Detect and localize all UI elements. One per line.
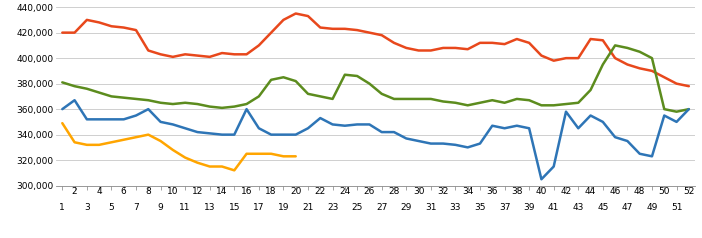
Text: 7: 7 — [133, 203, 139, 213]
Text: 28: 28 — [388, 188, 399, 196]
Text: 50: 50 — [658, 188, 670, 196]
Text: 34: 34 — [462, 188, 473, 196]
Text: 31: 31 — [425, 203, 437, 213]
Text: 21: 21 — [303, 203, 314, 213]
Text: 37: 37 — [499, 203, 510, 213]
Text: 38: 38 — [511, 188, 522, 196]
Text: 10: 10 — [167, 188, 178, 196]
Text: 47: 47 — [622, 203, 633, 213]
Text: 17: 17 — [253, 203, 265, 213]
Text: 8: 8 — [145, 188, 151, 196]
Text: 4: 4 — [96, 188, 102, 196]
Text: 44: 44 — [585, 188, 596, 196]
Text: 23: 23 — [327, 203, 338, 213]
Text: 36: 36 — [486, 188, 498, 196]
Text: 33: 33 — [450, 203, 461, 213]
Text: 9: 9 — [158, 203, 164, 213]
Text: 49: 49 — [647, 203, 658, 213]
Text: 46: 46 — [609, 188, 621, 196]
Text: 6: 6 — [121, 188, 126, 196]
Text: 15: 15 — [229, 203, 240, 213]
Text: 51: 51 — [671, 203, 682, 213]
Text: 18: 18 — [265, 188, 277, 196]
Text: 12: 12 — [192, 188, 203, 196]
Text: 3: 3 — [84, 203, 90, 213]
Text: 11: 11 — [180, 203, 191, 213]
Text: 22: 22 — [314, 188, 326, 196]
Text: 45: 45 — [597, 203, 609, 213]
Text: 19: 19 — [278, 203, 289, 213]
Text: 26: 26 — [364, 188, 375, 196]
Text: 16: 16 — [241, 188, 252, 196]
Text: 40: 40 — [536, 188, 547, 196]
Text: 24: 24 — [339, 188, 350, 196]
Text: 48: 48 — [634, 188, 645, 196]
Text: 29: 29 — [401, 203, 412, 213]
Text: 14: 14 — [216, 188, 227, 196]
Text: 32: 32 — [437, 188, 449, 196]
Text: 52: 52 — [683, 188, 694, 196]
Text: 39: 39 — [524, 203, 535, 213]
Text: 27: 27 — [376, 203, 388, 213]
Text: 13: 13 — [204, 203, 216, 213]
Text: 30: 30 — [413, 188, 424, 196]
Text: 25: 25 — [352, 203, 363, 213]
Text: 42: 42 — [560, 188, 571, 196]
Text: 20: 20 — [290, 188, 301, 196]
Text: 1: 1 — [60, 203, 65, 213]
Text: 41: 41 — [548, 203, 559, 213]
Text: 5: 5 — [109, 203, 114, 213]
Text: 43: 43 — [573, 203, 584, 213]
Text: 2: 2 — [72, 188, 77, 196]
Text: 35: 35 — [475, 203, 486, 213]
